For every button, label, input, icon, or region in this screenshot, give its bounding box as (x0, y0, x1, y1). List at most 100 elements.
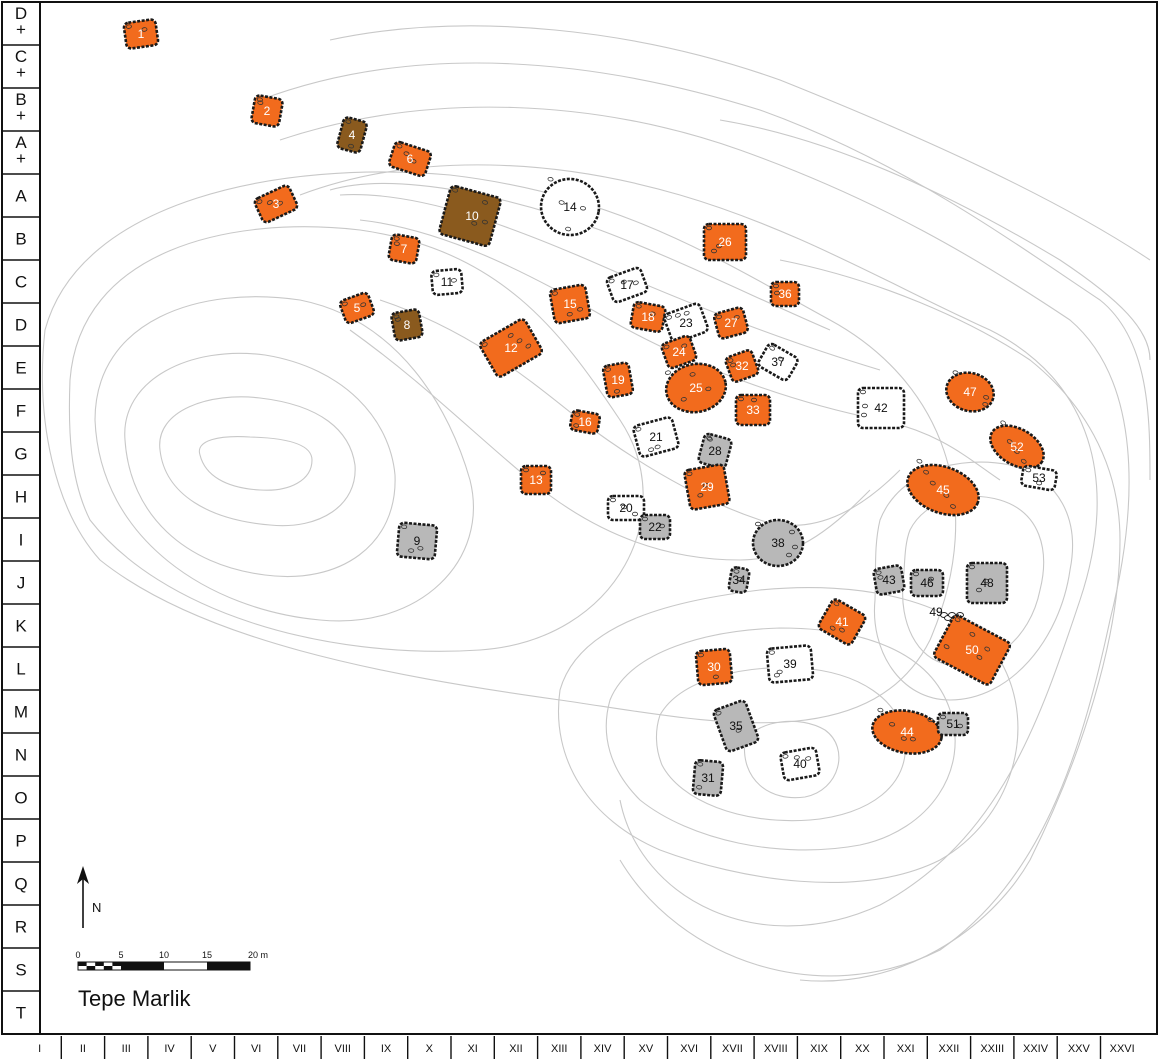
tomb-stone (663, 344, 670, 350)
tomb (387, 140, 433, 178)
tomb (702, 222, 748, 262)
tomb-shape (479, 318, 543, 378)
tomb-stone (341, 301, 348, 307)
tomb-label: 11 (441, 275, 454, 289)
tomb-stone (393, 241, 400, 246)
north-arrow-icon (77, 866, 89, 884)
tomb-stone (957, 723, 963, 729)
tomb (751, 518, 805, 568)
column-label: XXII (939, 1043, 960, 1055)
tomb (568, 409, 602, 435)
tomb-stone (565, 226, 572, 232)
tomb-stone (954, 617, 961, 623)
tomb-stone (401, 524, 408, 530)
tomb-stone (950, 504, 956, 509)
tomb-stone (417, 546, 424, 551)
tomb-stone (697, 652, 704, 658)
row-label: A + (15, 133, 27, 168)
tomb-stone (613, 389, 620, 394)
row-label: R (15, 918, 27, 937)
tomb-label: 25 (689, 381, 703, 395)
tomb (664, 362, 728, 414)
tomb-stone (983, 578, 989, 584)
tomb-stone (984, 646, 991, 652)
tomb-shape (757, 342, 799, 382)
column-label: XVIII (764, 1043, 788, 1055)
tomb (663, 302, 709, 344)
tomb-stone (574, 412, 581, 417)
tomb-stone (702, 482, 709, 488)
tomb-label: 13 (529, 473, 543, 487)
tomb-shape (712, 306, 750, 340)
tomb-stone (716, 314, 722, 320)
row-label: J (17, 574, 26, 593)
tomb-label: 52 (1010, 440, 1024, 454)
tomb-label: 24 (672, 345, 686, 359)
tomb-shape (632, 416, 680, 458)
tomb-shape (660, 334, 698, 370)
scale-bar: 0 5 10 15 20 m (75, 950, 268, 971)
tomb-stone (727, 358, 734, 363)
column-label: XXVI (1110, 1043, 1135, 1055)
tomb-stone (983, 395, 990, 400)
tomb-label: 9 (414, 534, 421, 548)
tomb-label: 30 (707, 660, 721, 674)
tomb-stone (635, 303, 642, 309)
tomb-label: 49 (929, 605, 943, 619)
column-labels: I II III IV V VI VII VIII IX X XI XII XIII XIV XV XVI XV… (38, 1036, 1135, 1059)
tomb (479, 318, 543, 378)
tomb-label: 6 (407, 152, 414, 166)
column-label: XIX (810, 1043, 828, 1055)
row-label: P (15, 832, 26, 851)
tomb-stone (768, 650, 775, 655)
tomb-stone (649, 311, 656, 316)
tomb-stone (471, 221, 478, 226)
tomb-shape (663, 302, 709, 344)
column-label: XIII (551, 1043, 568, 1055)
tomb-stone (939, 714, 946, 720)
tomb-label: 29 (700, 480, 714, 494)
tomb-stone (540, 470, 546, 476)
scale-tick-label: 5 (118, 950, 123, 960)
tomb-stone (773, 672, 780, 678)
row-label: K (15, 617, 27, 636)
scale-tick-label: 10 (159, 950, 169, 960)
tomb-label: 8 (404, 318, 411, 332)
tomb-stone (952, 370, 959, 375)
tomb (338, 291, 376, 325)
map-frame (1, 1, 1158, 1035)
tomb-stone (659, 523, 665, 529)
tomb-stone (833, 601, 840, 607)
tomb (1020, 464, 1058, 492)
tomb-stone (1013, 449, 1020, 454)
tomb-shape (779, 746, 821, 782)
tomb-stone (909, 736, 916, 742)
tomb-label: 12 (504, 341, 518, 355)
tomb (765, 644, 815, 684)
column-label: II (80, 1043, 86, 1055)
tomb (945, 370, 995, 413)
tomb-label: 46 (920, 576, 934, 590)
tomb-stone (345, 119, 352, 124)
tomb-stone (733, 315, 740, 320)
scale-segment (121, 962, 164, 970)
row-label: T (16, 1004, 26, 1023)
tomb (605, 266, 649, 304)
tomb-label: 14 (563, 200, 577, 214)
tomb-label: 2 (264, 104, 271, 118)
tomb-shape (338, 291, 376, 325)
tomb (548, 283, 592, 325)
row-label: B + (15, 90, 26, 125)
tomb-shape (395, 521, 439, 561)
tomb-stone (393, 236, 400, 241)
tomb (387, 233, 421, 265)
row-label: B (15, 230, 26, 249)
tomb-label: 21 (649, 430, 663, 444)
tomb (909, 568, 945, 598)
tomb-stone (829, 625, 836, 631)
row-labels: D + C + B + A + A B C D E F G H I J K L M N O P Q R S T (2, 4, 40, 1035)
tomb (936, 711, 970, 737)
tomb-stone (620, 279, 627, 285)
tomb (601, 361, 635, 399)
